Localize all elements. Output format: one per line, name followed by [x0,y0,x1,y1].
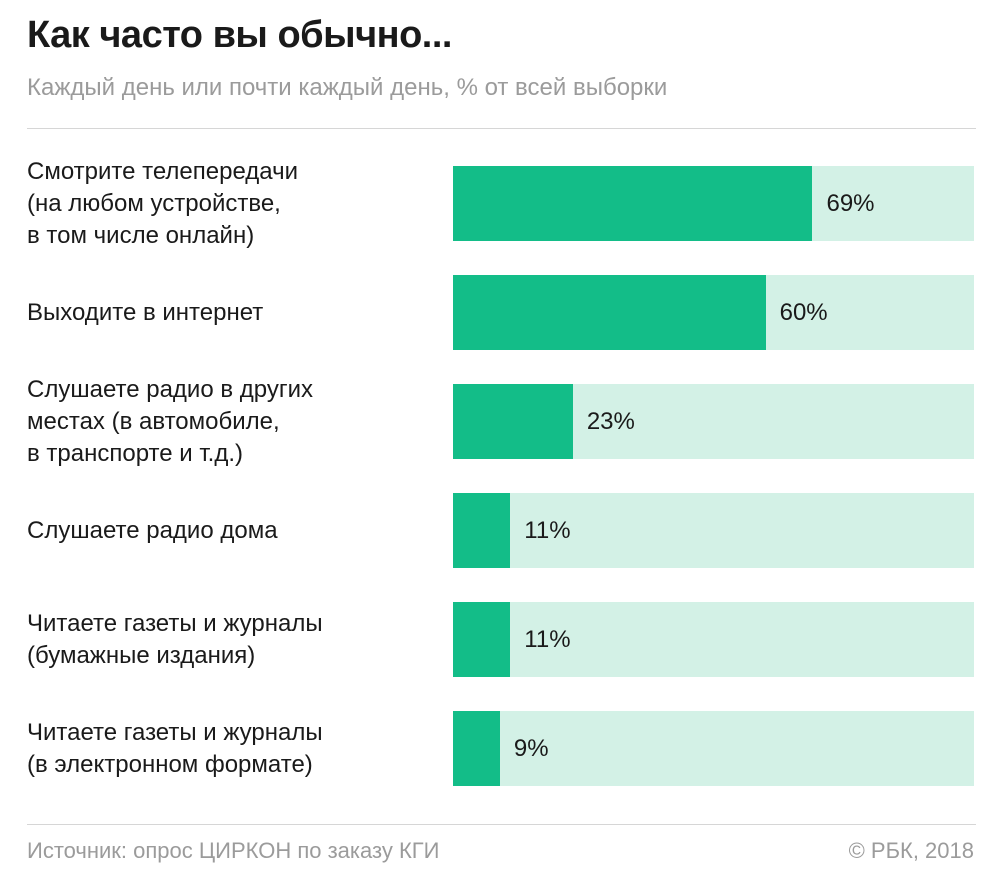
bar [453,384,573,459]
category-label: Выходите в интернет [27,298,264,326]
value-label: 11% [524,625,571,653]
bar [453,711,500,786]
copyright-credit: © РБК, 2018 [848,838,974,863]
footer-divider [27,824,976,825]
category-label: Слушаете радио в других местах (в автомо… [27,375,314,467]
bar-track: 11% [453,602,974,677]
value-label: 60% [779,298,828,326]
bar-track: 11% [453,493,974,568]
bar-track: 23% [453,384,974,459]
bar-track: 69% [453,166,974,241]
bar-row: Читаете газеты и журналы (бумажные издан… [0,602,1005,677]
category-label: Смотрите телепередачи (на любом устройст… [27,157,299,249]
bar [453,166,813,241]
value-label: 69% [826,189,875,217]
chart-subtitle: Каждый день или почти каждый день, % от … [27,74,668,101]
value-label: 11% [524,516,571,544]
bar [453,275,766,350]
category-label: Читаете газеты и журналы (в электронном … [27,718,323,778]
category-label: Слушаете радио дома [27,516,278,544]
bar-row: Выходите в интернет 60% [0,275,1005,350]
value-label: 9% [513,734,549,762]
value-label: 23% [586,407,635,435]
bar-track: 9% [453,711,974,786]
source-note: Источник: опрос ЦИРКОН по заказу КГИ [27,838,440,863]
category-label: Читаете газеты и журналы (бумажные издан… [27,609,323,669]
header-divider [27,128,976,129]
bar-row: Читаете газеты и журналы (в электронном … [0,711,1005,786]
bar-row: Слушаете радио дома 11% [0,493,1005,568]
bar-row: Смотрите телепередачи (на любом устройст… [0,158,1005,249]
bar [453,602,511,677]
chart-title: Как часто вы обычно... [27,14,452,56]
bar [453,493,511,568]
bar-track: 60% [453,275,974,350]
bar-row: Слушаете радио в других местах (в автомо… [0,376,1005,467]
